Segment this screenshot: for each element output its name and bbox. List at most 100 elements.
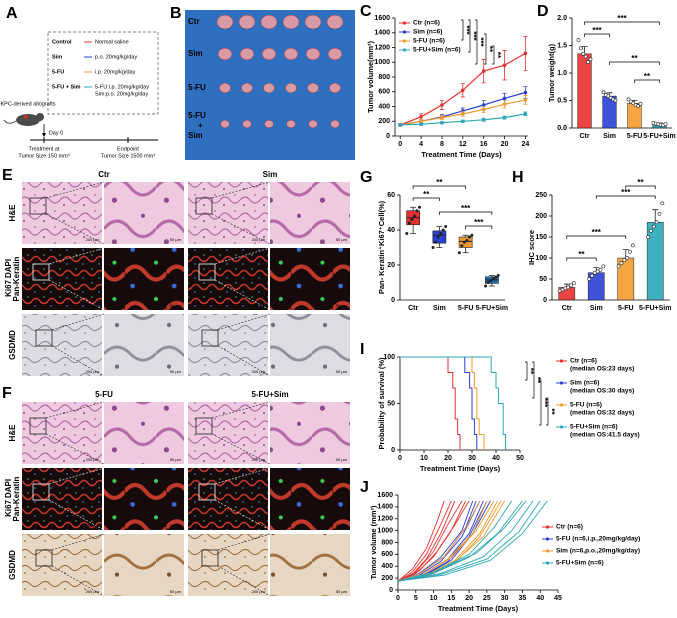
series-line (397, 500, 527, 582)
schematic-label: Tumor Size 150 mm³ (18, 153, 69, 159)
row-label: DAPI (4, 479, 13, 498)
significance-label: ** (533, 377, 542, 384)
significance-label: *** (540, 398, 549, 408)
significance-label: ** (493, 52, 502, 59)
significance-label: *** (469, 31, 478, 41)
data-point (586, 60, 591, 64)
y-tick-label: 1000 (374, 59, 390, 66)
legend-label: Ctr (n=6) (570, 358, 597, 365)
zoom-line (217, 313, 271, 377)
significance-label: *** (592, 26, 602, 35)
row-label: GSDMD (8, 550, 17, 580)
legend-note: (median OS:23 days) (570, 366, 634, 373)
x-tick-label: 5-FU (458, 305, 474, 312)
legend-label: Sim (n=6) (413, 29, 442, 36)
y-tick-label: 400 (378, 103, 390, 110)
data-point (486, 281, 490, 284)
y-tick-label: 200 (378, 118, 390, 125)
x-tick-label: 50 (516, 455, 524, 462)
x-tick-label: 15 (447, 595, 455, 602)
significance-label: ** (578, 250, 585, 259)
legend-marker (402, 30, 407, 34)
data-point (415, 209, 419, 213)
tumor (264, 119, 274, 129)
x-tick-label: 5-FU+Sim (639, 305, 671, 312)
scale-bar-label: 200 μm (252, 303, 266, 308)
data-point (663, 122, 668, 127)
column-header: Ctr (98, 170, 110, 179)
y-tick-label: 150 (535, 234, 547, 241)
significance-bracket (609, 61, 660, 65)
x-tick-label: 8 (440, 141, 444, 148)
significance-bracket (595, 195, 656, 199)
scale-bar-label: 50 μm (170, 369, 182, 374)
legend-box (47, 31, 159, 115)
y-axis-label: Tumor volume(mm³) (366, 41, 375, 113)
series-line (397, 500, 481, 582)
zoom-box (195, 417, 213, 435)
data-point (494, 275, 498, 279)
legend-label: Sim (n=6) (570, 380, 599, 387)
tumor (241, 82, 253, 94)
y-tick-label: 1000 (377, 527, 393, 534)
row-label: GSDMD (8, 330, 17, 360)
scale-bar-label: 200 μm (86, 457, 100, 462)
data-point (434, 240, 438, 244)
data-point (484, 284, 488, 288)
zoom-line (45, 181, 105, 245)
x-tick-label: 25 (483, 595, 491, 602)
y-axis-label: Tumor volume (mm³) (369, 505, 378, 580)
micrograph-zoom (270, 248, 350, 310)
survival-curve (400, 356, 478, 450)
x-axis-label: Treatment Time (Days) (421, 150, 502, 159)
micrograph (188, 468, 268, 530)
data-point (625, 256, 630, 260)
data-point (440, 120, 444, 125)
significance-label: ** (637, 178, 644, 187)
micrograph-zoom (104, 402, 184, 464)
zoom-box (32, 483, 50, 501)
data-point (622, 258, 627, 263)
y-axis-label: IHC score (527, 230, 536, 265)
micrograph (188, 314, 268, 376)
x-tick-label: 35 (519, 595, 527, 602)
column-header: 5-FU+Sim (251, 390, 288, 399)
data-point (523, 90, 528, 95)
data-point (654, 220, 659, 225)
legend-group: Control (52, 39, 72, 45)
y-tick-label: 0 (543, 297, 547, 304)
scale-bar-label: 50 μm (170, 457, 182, 462)
tumor (239, 47, 255, 61)
zoom-box (35, 549, 53, 567)
tumor (305, 47, 321, 61)
data-point (660, 201, 665, 206)
tumor (308, 119, 318, 129)
series-line (397, 500, 523, 582)
y-tick-label: 1600 (374, 15, 390, 22)
data-point (636, 104, 641, 108)
micrograph-zoom (270, 468, 350, 530)
significance-bracket (625, 185, 656, 189)
legend-group: 5-FU + Sim (52, 84, 81, 90)
series-line (397, 500, 452, 582)
micrograph-zoom (104, 534, 184, 596)
zoom-line (48, 467, 105, 531)
data-point (613, 98, 618, 103)
significance-label: *** (461, 204, 471, 213)
legend-note: (median OS:30 days) (570, 388, 634, 395)
data-point (502, 115, 507, 120)
significance-bracket (634, 79, 660, 83)
schematic-label: Tumor Size 1500 mm³ (101, 153, 155, 159)
survival-curve (400, 356, 507, 450)
data-point (460, 244, 464, 248)
legend-label: 5-FU (n=6) (413, 38, 445, 45)
data-point (398, 123, 403, 127)
data-point (440, 103, 444, 107)
significance-label: ** (644, 72, 651, 81)
legend-label: 5-FU (n=6,i.p.,20mg/kg/day) (556, 536, 640, 543)
significance-bracket (584, 21, 660, 25)
series-line (397, 500, 541, 582)
x-tick-label: 5-FU+Sim (643, 133, 675, 140)
scale-bar-label: 200 μm (86, 369, 100, 374)
tumor (286, 119, 296, 129)
